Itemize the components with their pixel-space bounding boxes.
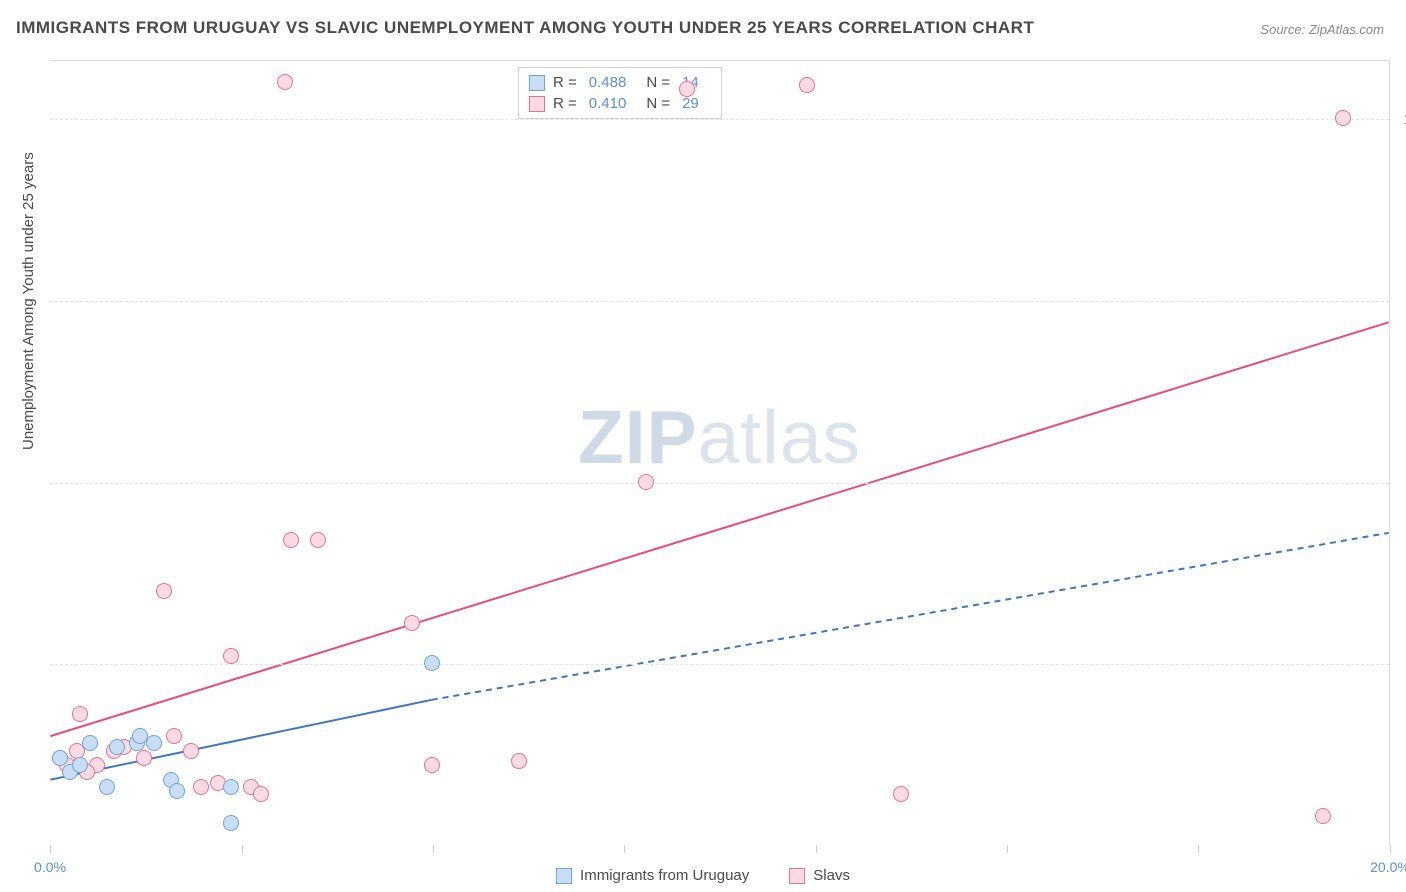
r-value-slavs: 0.410 — [589, 95, 627, 112]
n-value-slavs: 29 — [682, 95, 699, 112]
data-point — [1315, 808, 1331, 824]
data-point — [166, 728, 182, 744]
xtick-label: 0.0% — [34, 859, 66, 875]
data-point — [253, 786, 269, 802]
plot-inner: ZIPatlas R = 0.488 N = 14 R = 0.410 N = … — [50, 61, 1389, 845]
watermark-atlas: atlas — [698, 395, 861, 479]
legend-label-slavs: Slavs — [813, 867, 850, 884]
data-point — [99, 779, 115, 795]
chart-title: IMMIGRANTS FROM URUGUAY VS SLAVIC UNEMPL… — [16, 18, 1034, 38]
xtick — [50, 845, 51, 853]
data-point — [404, 615, 420, 631]
data-point — [109, 739, 125, 755]
data-point — [310, 532, 326, 548]
data-point — [136, 750, 152, 766]
gridline-h — [50, 301, 1389, 302]
swatch-uruguay — [529, 75, 545, 91]
plot-area: ZIPatlas R = 0.488 N = 14 R = 0.410 N = … — [50, 60, 1390, 845]
series-legend: Immigrants from Uruguay Slavs — [556, 867, 850, 884]
xtick — [242, 845, 243, 853]
data-point — [132, 728, 148, 744]
data-point — [82, 735, 98, 751]
data-point — [223, 815, 239, 831]
trend-lines-svg — [50, 61, 1389, 845]
r-label: R = — [553, 95, 577, 112]
data-point — [72, 757, 88, 773]
source-prefix: Source: — [1260, 22, 1305, 37]
swatch-slavs — [529, 96, 545, 112]
legend-item-slavs: Slavs — [789, 867, 850, 884]
data-point — [799, 77, 815, 93]
data-point — [679, 81, 695, 97]
n-label: N = — [646, 95, 670, 112]
data-point — [72, 706, 88, 722]
xtick — [816, 845, 817, 853]
n-label: N = — [646, 74, 670, 91]
source-attribution: Source: ZipAtlas.com — [1260, 22, 1384, 37]
gridline-h — [50, 119, 1389, 120]
data-point — [223, 779, 239, 795]
r-label: R = — [553, 74, 577, 91]
data-point — [893, 786, 909, 802]
r-value-uruguay: 0.488 — [589, 74, 627, 91]
xtick — [624, 845, 625, 853]
xtick — [433, 845, 434, 853]
legend-label-uruguay: Immigrants from Uruguay — [580, 867, 749, 884]
xtick — [1390, 845, 1391, 853]
data-point — [424, 757, 440, 773]
xtick — [1198, 845, 1199, 853]
data-point — [183, 743, 199, 759]
xtick-label: 20.0% — [1370, 859, 1406, 875]
data-point — [277, 74, 293, 90]
watermark-zip: ZIP — [578, 395, 698, 479]
swatch-uruguay — [556, 868, 572, 884]
data-point — [223, 648, 239, 664]
swatch-slavs — [789, 868, 805, 884]
data-point — [193, 779, 209, 795]
data-point — [1335, 110, 1351, 126]
data-point — [52, 750, 68, 766]
data-point — [283, 532, 299, 548]
gridline-h — [50, 483, 1389, 484]
y-axis-title: Unemployment Among Youth under 25 years — [20, 152, 37, 450]
data-point — [638, 474, 654, 490]
watermark: ZIPatlas — [578, 394, 861, 480]
data-point — [169, 783, 185, 799]
gridline-h — [50, 664, 1389, 665]
source-name: ZipAtlas.com — [1309, 22, 1384, 37]
data-point — [511, 753, 527, 769]
data-point — [424, 655, 440, 671]
xtick — [1007, 845, 1008, 853]
legend-item-uruguay: Immigrants from Uruguay — [556, 867, 749, 884]
data-point — [156, 583, 172, 599]
